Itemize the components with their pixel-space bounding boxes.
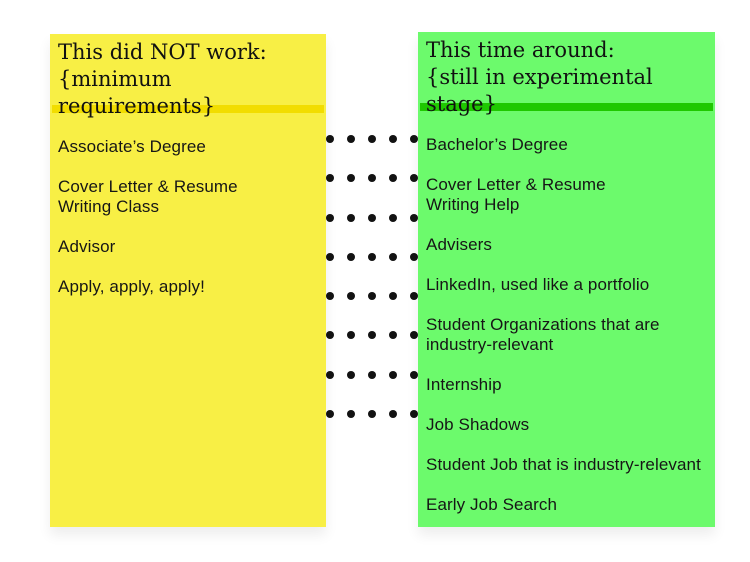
- dot-icon: [368, 135, 376, 143]
- dot-icon: [389, 331, 397, 340]
- right-panel-title: This time around: {still in experimental…: [418, 32, 715, 116]
- dot-icon: [326, 292, 334, 301]
- list-item-line: LinkedIn, used like a portfolio: [426, 275, 650, 294]
- dot-icon: [326, 370, 334, 379]
- dot-icon: [347, 174, 355, 183]
- dot-icon: [368, 174, 376, 183]
- list-item-line: Writing Class: [58, 197, 160, 216]
- list-item: Early Job Search: [426, 495, 711, 515]
- dot-icon: [347, 292, 355, 301]
- dot-icon: [368, 331, 376, 340]
- dot-icon: [347, 252, 355, 261]
- right-panel-list: Bachelor’s Degree Cover Letter & Resume Wr…: [418, 111, 715, 515]
- connector-dots: [326, 135, 418, 449]
- dot-row: [326, 135, 418, 143]
- dot-icon: [410, 135, 418, 143]
- dot-icon: [326, 213, 334, 222]
- dot-icon: [389, 252, 397, 261]
- left-panel-title: This did NOT work: {minimum requirements…: [50, 34, 326, 118]
- dot-icon: [347, 135, 355, 143]
- list-item-line: Job Shadows: [426, 415, 530, 434]
- list-item-line: Advisers: [426, 235, 492, 254]
- dot-icon: [410, 410, 418, 419]
- dot-row: [326, 174, 418, 183]
- dot-icon: [326, 410, 334, 419]
- dot-icon: [347, 213, 355, 222]
- list-item: Student Job that is industry-relevant: [426, 455, 711, 475]
- list-item-line: Student Job that is industry-relevant: [426, 455, 701, 474]
- dot-icon: [326, 135, 334, 143]
- dot-icon: [347, 370, 355, 379]
- left-panel: This did NOT work: {minimum requirements…: [50, 34, 326, 527]
- dot-icon: [326, 331, 334, 340]
- list-item-line: industry-relevant: [426, 335, 554, 354]
- dot-row: [326, 410, 418, 419]
- right-panel-title-line2: {still in experimental stage}: [426, 65, 653, 116]
- list-item-line: Apply, apply, apply!: [58, 277, 205, 296]
- list-item: Bachelor’s Degree: [426, 135, 711, 155]
- list-item-line: Advisor: [58, 237, 116, 256]
- dot-icon: [389, 135, 397, 143]
- dot-icon: [410, 370, 418, 379]
- dot-row: [326, 370, 418, 379]
- dot-icon: [410, 331, 418, 340]
- dot-icon: [389, 174, 397, 183]
- list-item: Student Organizations that are industry-r…: [426, 315, 711, 355]
- list-item: LinkedIn, used like a portfolio: [426, 275, 711, 295]
- list-item: Advisers: [426, 235, 711, 255]
- list-item: Apply, apply, apply!: [58, 277, 322, 297]
- dot-icon: [347, 331, 355, 340]
- list-item: Job Shadows: [426, 415, 711, 435]
- dot-icon: [326, 252, 334, 261]
- list-item-line: Cover Letter & Resume: [58, 177, 238, 196]
- dot-icon: [368, 292, 376, 301]
- left-panel-title-line2: {minimum requirements}: [58, 67, 216, 118]
- dot-row: [326, 252, 418, 261]
- dot-icon: [368, 252, 376, 261]
- dot-icon: [410, 174, 418, 183]
- dot-icon: [389, 292, 397, 301]
- dot-icon: [410, 292, 418, 301]
- list-item: Associate’s Degree: [58, 137, 322, 157]
- left-panel-rule: [52, 105, 324, 113]
- dot-row: [326, 331, 418, 340]
- dot-row: [326, 292, 418, 301]
- dot-icon: [347, 410, 355, 419]
- dot-icon: [389, 410, 397, 419]
- dot-icon: [410, 252, 418, 261]
- left-panel-list: Associate’s Degree Cover Letter & Resume W…: [50, 113, 326, 297]
- list-item-line: Internship: [426, 375, 502, 394]
- right-panel: This time around: {still in experimental…: [418, 32, 715, 527]
- dot-row: [326, 213, 418, 222]
- right-panel-title-line1: This time around:: [426, 38, 615, 62]
- list-item-line: Writing Help: [426, 195, 520, 214]
- list-item-line: Early Job Search: [426, 495, 558, 514]
- dot-icon: [368, 410, 376, 419]
- list-item-line: Bachelor’s Degree: [426, 135, 568, 154]
- list-item-line: Student Organizations that are: [426, 315, 660, 334]
- dot-icon: [389, 213, 397, 222]
- list-item-line: Cover Letter & Resume: [426, 175, 606, 194]
- left-panel-title-line1: This did NOT work:: [58, 40, 267, 64]
- dot-icon: [410, 213, 418, 222]
- list-item: Cover Letter & Resume Writing Class: [58, 177, 322, 217]
- list-item: Cover Letter & Resume Writing Help: [426, 175, 711, 215]
- dot-icon: [368, 213, 376, 222]
- dot-icon: [389, 370, 397, 379]
- dot-icon: [368, 370, 376, 379]
- list-item: Advisor: [58, 237, 322, 257]
- right-panel-rule: [420, 103, 713, 111]
- list-item: Internship: [426, 375, 711, 395]
- list-item-line: Associate’s Degree: [58, 137, 206, 156]
- dot-icon: [326, 174, 334, 183]
